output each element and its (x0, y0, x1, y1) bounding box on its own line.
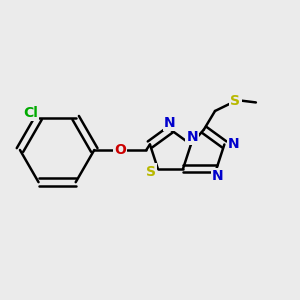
Text: N: N (164, 116, 176, 130)
Text: S: S (230, 94, 241, 108)
Text: N: N (212, 169, 224, 183)
Text: N: N (228, 137, 239, 152)
Text: O: O (114, 143, 126, 157)
Text: S: S (146, 164, 156, 178)
Text: N: N (187, 130, 198, 144)
Text: Cl: Cl (23, 106, 38, 120)
